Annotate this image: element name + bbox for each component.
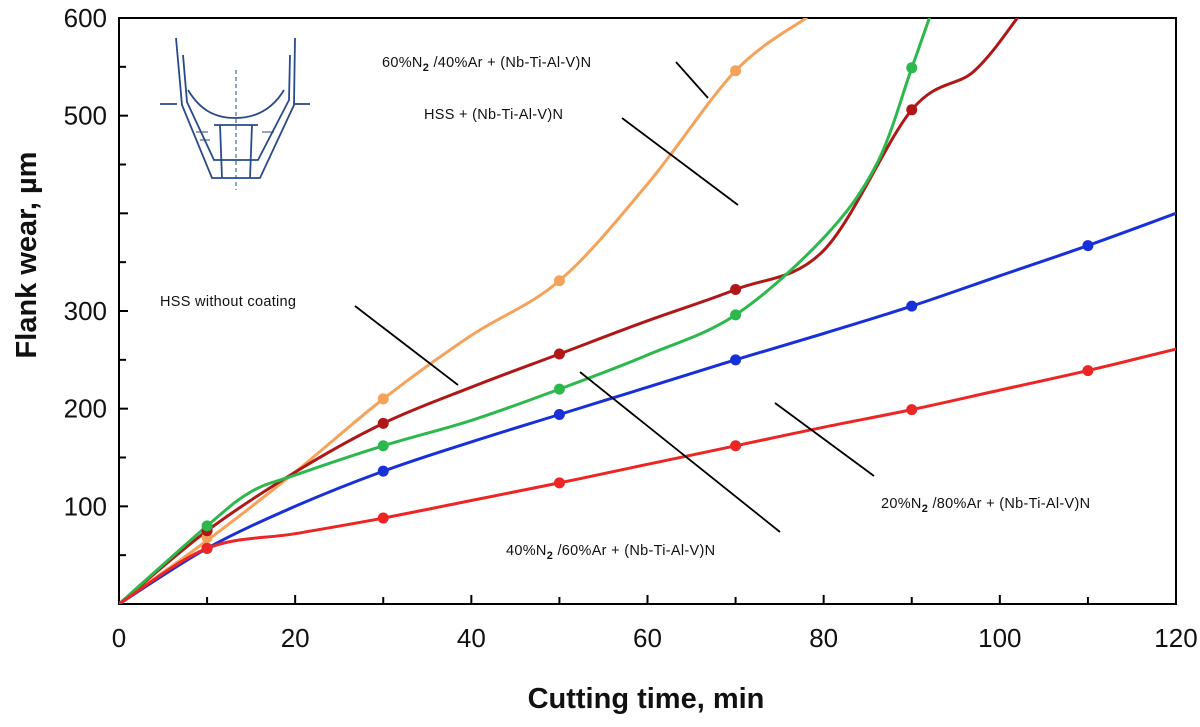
y-axis-title: Flank wear, µm [11,152,43,359]
tool-geometry-inset-image [160,37,310,190]
x-tick-label: 40 [457,623,486,653]
callout-leader-lines [354,61,875,533]
leader-line-orange [675,61,709,99]
callout-label-blue: 40%N2 /60%Ar + (Nb-Ti-Al-V)N [506,543,715,562]
series-line-orange [119,18,808,604]
x-tick-label: 20 [281,623,310,653]
leader-line-green [354,305,459,386]
y-tick-label: 600 [64,3,107,33]
y-tick-label: 500 [64,101,107,131]
x-tick-label: 120 [1154,623,1197,653]
data-point-blue [553,409,565,421]
y-tick-label: 200 [64,394,107,424]
data-point-green [553,383,565,395]
y-tick-label: 100 [64,491,107,521]
callout-label-orange: 60%N2 /40%Ar + (Nb-Ti-Al-V)N [382,55,591,74]
data-point-blue [377,465,389,477]
data-point-darkred [377,417,389,429]
data-point-green [377,440,389,452]
data-point-green [730,309,742,321]
leader-line-darkred [621,117,739,206]
x-tick-label: 60 [633,623,662,653]
series-line-red [119,347,1176,604]
data-point-red [553,477,565,489]
data-point-red [906,404,918,416]
series-line-blue [119,211,1176,604]
callout-label-green: HSS without coating [160,294,296,310]
data-point-darkred [553,348,565,360]
series-markers [201,62,1094,554]
data-point-red [1082,365,1094,377]
x-tick-label: 0 [112,623,126,653]
series-curves [119,18,1176,604]
data-point-red [730,440,742,452]
x-axis-title: Cutting time, min [528,683,765,715]
axes: 0 20 40 60 80 100 120 100 200 300 500 600 [64,3,1198,653]
data-point-red [377,512,389,524]
series-line-darkred [119,18,1019,604]
data-point-red [201,542,213,554]
y-tick-label: 300 [64,296,107,326]
data-point-darkred [906,104,918,116]
callout-label-darkred: HSS + (Nb-Ti-Al-V)N [424,107,563,123]
data-point-darkred [730,284,742,296]
data-point-blue [906,300,918,312]
leader-line-blue [579,371,781,533]
plot-frame [118,17,1177,605]
data-point-green [201,520,213,532]
callout-labels: 60%N2 /40%Ar + (Nb-Ti-Al-V)N HSS + (Nb-Ti… [160,55,1090,562]
x-tick-label: 80 [809,623,838,653]
data-point-blue [1082,240,1094,252]
data-point-orange [553,275,565,287]
leader-line-red [774,402,875,477]
data-point-blue [730,354,742,366]
data-point-orange [730,65,742,77]
data-point-green [906,62,918,74]
data-point-orange [377,393,389,405]
callout-label-red: 20%N2 /80%Ar + (Nb-Ti-Al-V)N [881,496,1090,515]
x-tick-label: 100 [978,623,1021,653]
